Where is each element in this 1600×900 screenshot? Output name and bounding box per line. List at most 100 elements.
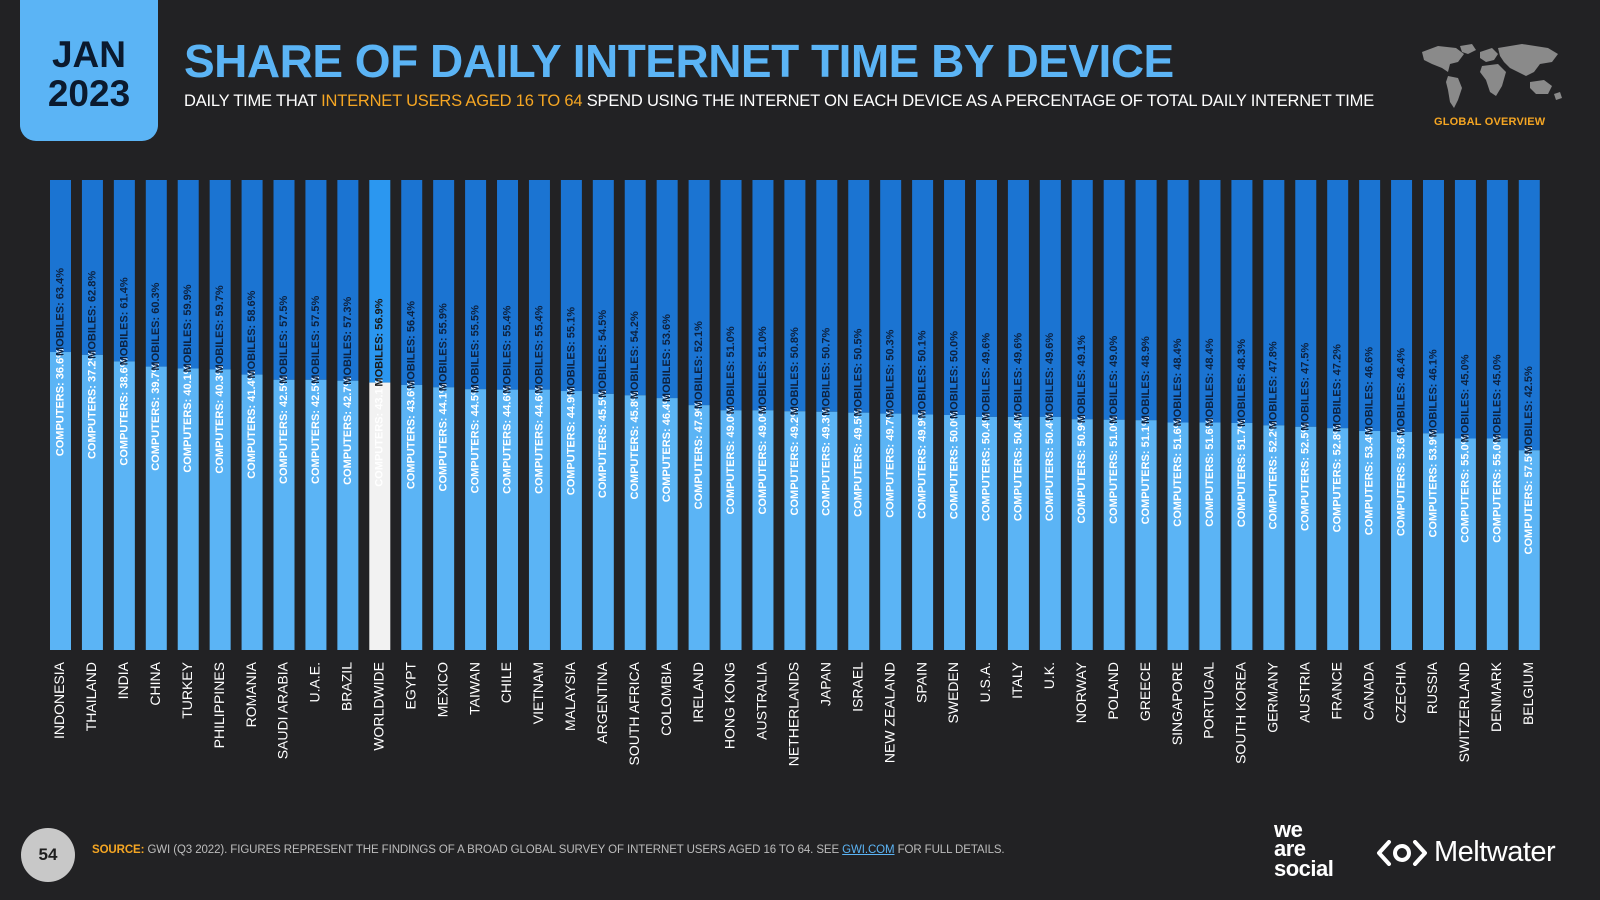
category-label-37: SOUTH KOREA <box>1233 661 1249 764</box>
label-computers-30: COMPUTERS: 50.4% <box>1012 413 1024 521</box>
label-mobiles-8: MOBILES: 57.5% <box>310 296 322 384</box>
bar-computers-37 <box>1231 180 1253 423</box>
label-computers-18: COMPUTERS: 45.8% <box>629 391 641 499</box>
category-label-3: CHINA <box>147 661 163 705</box>
category-label-12: MEXICO <box>434 662 450 717</box>
label-mobiles-25: MOBILES: 50.5% <box>853 328 865 416</box>
category-label-20: IRELAND <box>690 662 706 723</box>
label-mobiles-20: MOBILES: 52.1% <box>693 321 705 409</box>
label-mobiles-38: MOBILES: 47.8% <box>1268 341 1280 429</box>
label-mobiles-39: MOBILES: 47.5% <box>1300 343 1312 431</box>
bar-mobiles-43 <box>1422 433 1444 650</box>
bar-mobiles-25 <box>848 412 870 650</box>
bar-mobiles-11 <box>401 384 423 650</box>
label-mobiles-37: MOBILES: 48.3% <box>1236 339 1248 427</box>
category-label-15: VIETNAM <box>530 662 546 724</box>
category-label-21: HONG KONG <box>722 662 738 749</box>
bar-computers-24 <box>816 180 838 412</box>
label-mobiles-17: MOBILES: 54.5% <box>597 310 609 398</box>
label-computers-14: COMPUTERS: 44.6% <box>501 385 513 493</box>
category-label-38: GERMANY <box>1265 661 1281 732</box>
bar-computers-22 <box>752 180 774 411</box>
category-label-45: DENMARK <box>1488 661 1504 732</box>
category-label-8: U.A.E. <box>307 662 323 702</box>
bar-computers-9 <box>337 180 359 381</box>
label-computers-28: COMPUTERS: 50.0% <box>948 411 960 519</box>
label-mobiles-14: MOBILES: 55.4% <box>501 305 513 393</box>
bar-mobiles-3 <box>145 366 167 650</box>
label-computers-46: COMPUTERS: 57.5% <box>1523 446 1535 554</box>
bar-mobiles-38 <box>1263 425 1285 650</box>
bar-computers-1 <box>81 180 103 355</box>
logo-are: are <box>1274 836 1306 862</box>
category-label-16: MALAYSIA <box>562 661 578 731</box>
bar-computers-25 <box>848 180 870 413</box>
label-computers-44: COMPUTERS: 55.0% <box>1459 434 1471 542</box>
label-computers-37: COMPUTERS: 51.7% <box>1236 419 1248 527</box>
meltwater-text: Meltwater <box>1434 836 1556 868</box>
bar-computers-14 <box>497 180 519 390</box>
label-computers-12: COMPUTERS: 44.1% <box>438 383 450 491</box>
bar-computers-34 <box>1135 180 1157 421</box>
source-note: SOURCE: GWI (Q3 2022). FIGURES REPRESENT… <box>92 844 1005 856</box>
label-computers-32: COMPUTERS: 50.9% <box>1076 415 1088 523</box>
bar-computers-28 <box>944 180 966 415</box>
category-label-31: U.K. <box>1041 662 1057 689</box>
label-computers-1: COMPUTERS: 37.2% <box>86 351 98 459</box>
label-mobiles-12: MOBILES: 55.9% <box>438 303 450 391</box>
bar-computers-41 <box>1359 180 1381 431</box>
label-computers-26: COMPUTERS: 49.7% <box>885 409 897 517</box>
category-label-6: ROMANIA <box>243 661 259 727</box>
category-label-1: THAILAND <box>83 662 99 731</box>
label-computers-42: COMPUTERS: 53.6% <box>1395 428 1407 536</box>
label-mobiles-15: MOBILES: 55.4% <box>533 305 545 393</box>
bar-mobiles-35 <box>1167 422 1189 650</box>
bar-mobiles-39 <box>1295 426 1317 650</box>
category-label-25: ISRAEL <box>849 662 865 712</box>
category-label-34: GREECE <box>1137 662 1153 721</box>
bar-computers-5 <box>209 180 231 370</box>
category-label-7: SAUDI ARABIA <box>275 661 291 759</box>
source-text: GWI (Q3 2022). FIGURES REPRESENT THE FIN… <box>144 844 843 856</box>
bar-mobiles-10 <box>369 382 391 650</box>
bar-computers-31 <box>1039 180 1061 417</box>
date-month: JAN <box>51 33 127 75</box>
label-mobiles-31: MOBILES: 49.6% <box>1044 333 1056 421</box>
we-are-social-logo: we are social <box>1274 818 1334 879</box>
bar-computers-40 <box>1327 180 1349 429</box>
bar-computers-32 <box>1071 180 1093 420</box>
category-label-36: PORTUGAL <box>1201 662 1217 739</box>
source-link[interactable]: GWI.COM <box>842 844 895 856</box>
category-label-2: INDIA <box>115 661 131 699</box>
bar-mobiles-12 <box>433 387 455 650</box>
label-mobiles-36: MOBILES: 48.4% <box>1204 338 1216 426</box>
label-mobiles-46: MOBILES: 42.5% <box>1523 366 1535 454</box>
bar-mobiles-34 <box>1135 420 1157 650</box>
bar-computers-18 <box>624 180 646 396</box>
label-computers-10: COMPUTERS: 43.1% <box>374 378 386 486</box>
category-label-28: SWEDEN <box>945 662 961 723</box>
bar-computers-38 <box>1263 180 1285 426</box>
bar-mobiles-8 <box>305 379 327 650</box>
category-label-40: FRANCE <box>1328 662 1344 720</box>
label-computers-19: COMPUTERS: 46.4% <box>661 394 673 502</box>
bar-computers-27 <box>912 180 934 415</box>
label-computers-16: COMPUTERS: 44.9% <box>565 387 577 495</box>
label-mobiles-1: MOBILES: 62.8% <box>86 271 98 359</box>
bar-mobiles-40 <box>1327 428 1349 650</box>
label-mobiles-11: MOBILES: 56.4% <box>406 301 418 389</box>
bar-mobiles-18 <box>624 395 646 650</box>
bar-mobiles-9 <box>337 380 359 650</box>
label-mobiles-23: MOBILES: 50.8% <box>789 327 801 415</box>
category-label-18: SOUTH AFRICA <box>626 661 642 765</box>
bar-mobiles-26 <box>880 413 902 650</box>
bar-computers-42 <box>1391 180 1413 432</box>
label-mobiles-7: MOBILES: 57.5% <box>278 296 290 384</box>
bar-computers-11 <box>401 180 423 385</box>
bar-computers-10 <box>369 180 391 383</box>
category-label-29: U.S.A. <box>977 662 993 702</box>
stacked-bar-chart: COMPUTERS: 36.6%MOBILES: 63.4% INDONESIA C… <box>50 180 1540 766</box>
bar-computers-19 <box>656 180 678 399</box>
category-label-42: CZECHIA <box>1392 661 1408 723</box>
bar-computers-44 <box>1454 180 1476 439</box>
